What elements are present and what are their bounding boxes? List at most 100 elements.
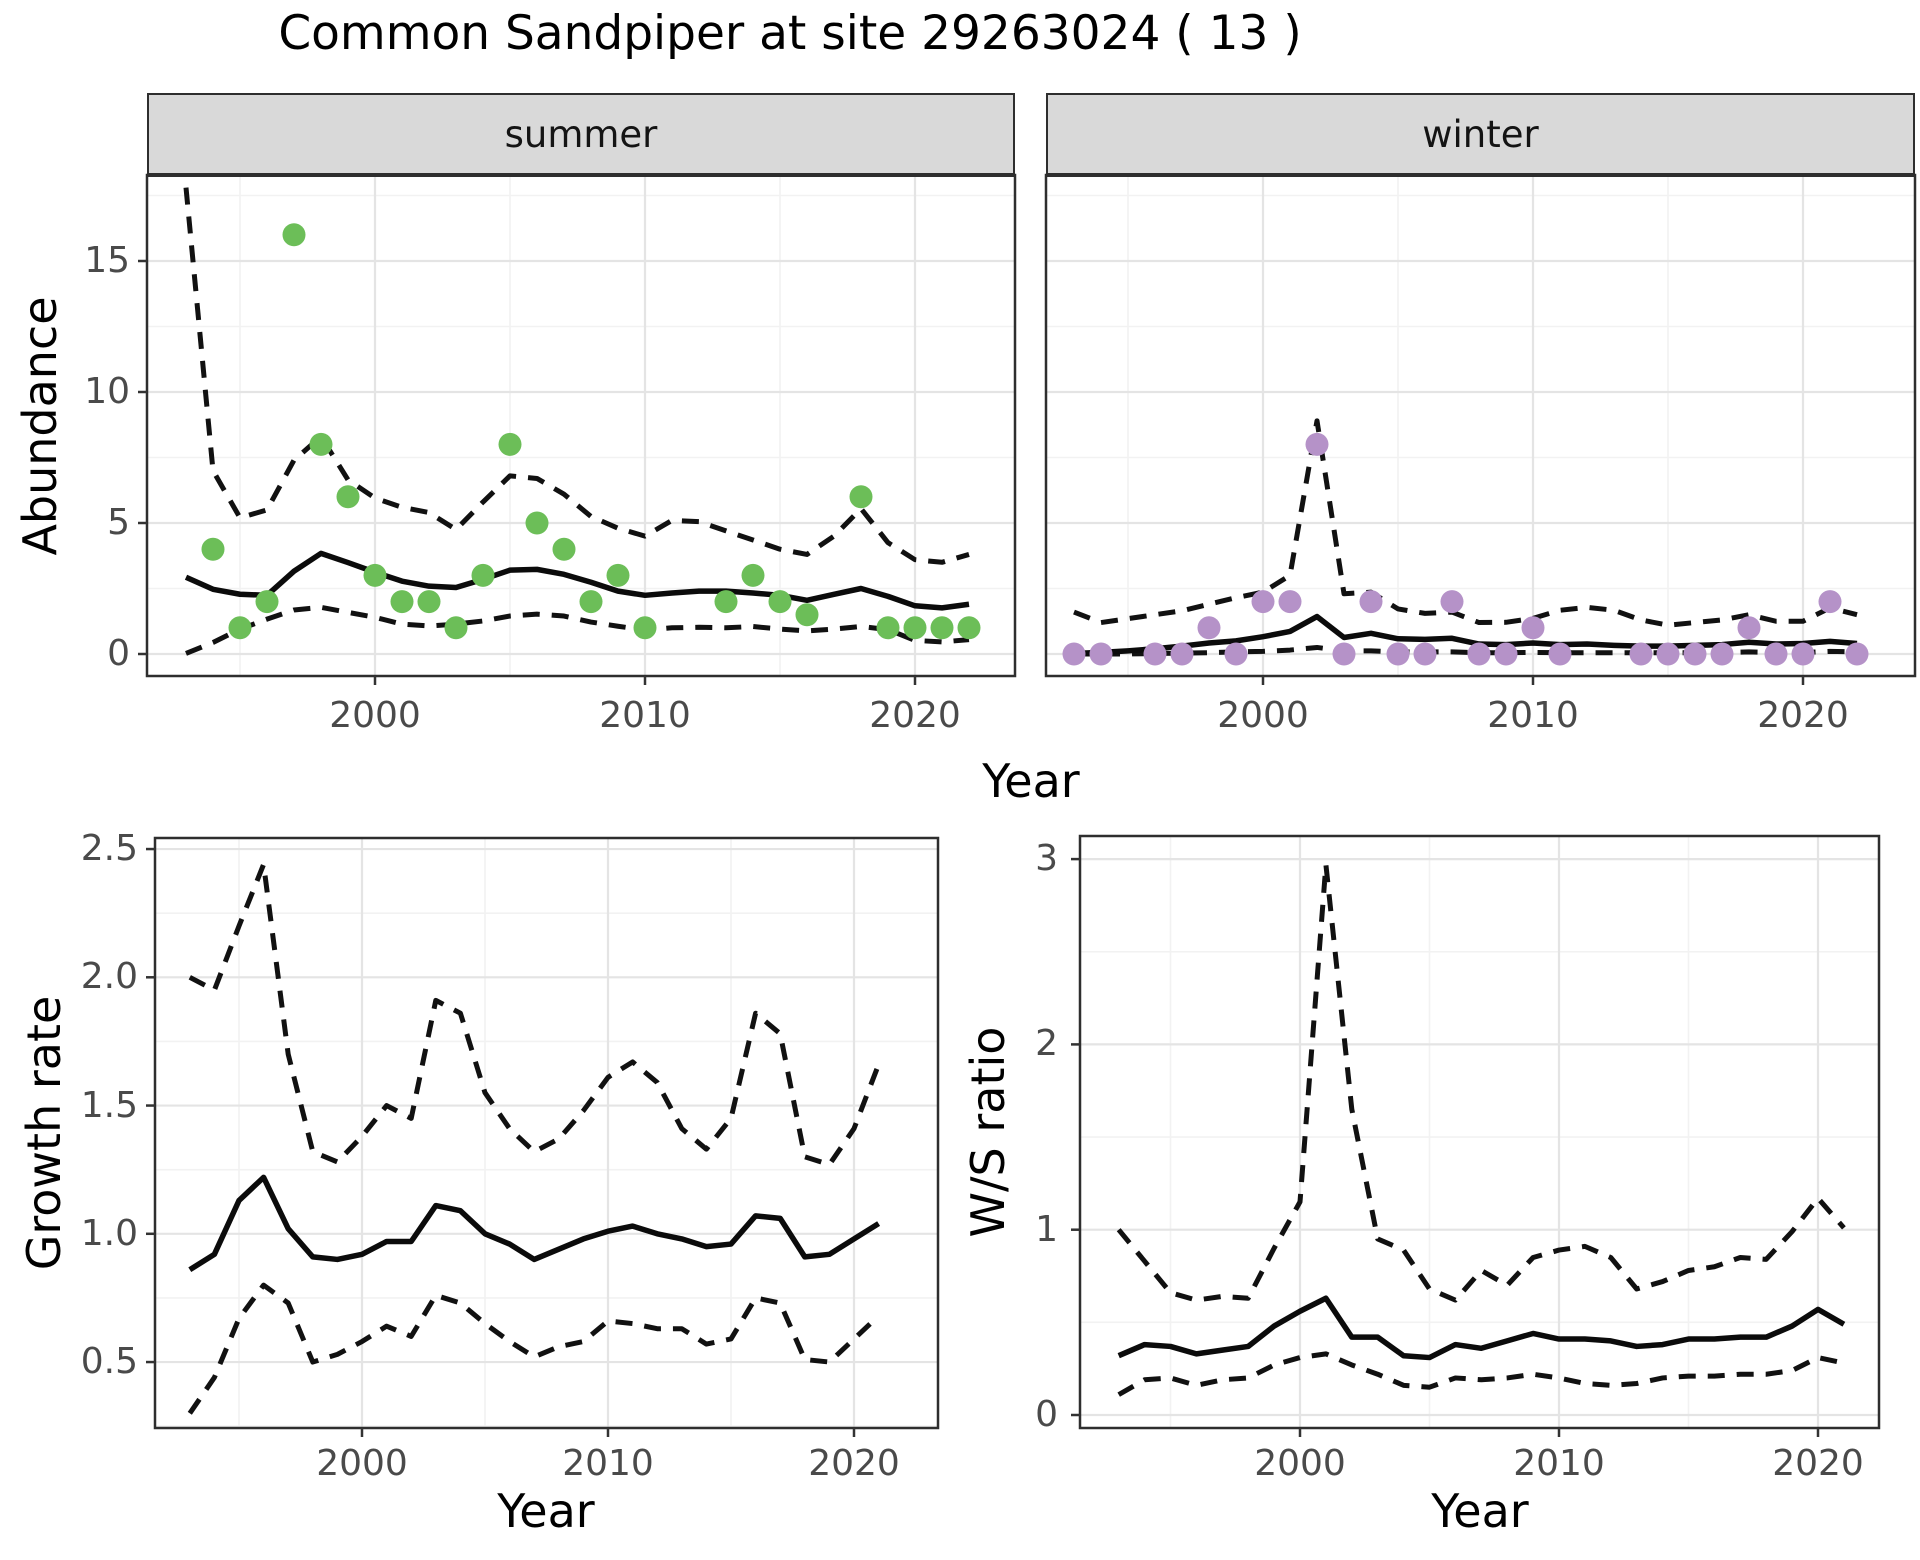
- growth-rate-border: [153, 836, 940, 1430]
- growth-rate-y-tick-label: 2.0: [80, 956, 138, 998]
- ws-ratio-fit-line: [1117, 1295, 1846, 1361]
- ws-ratio-border: [1078, 834, 1881, 1430]
- abundance-winter-point: [1629, 642, 1653, 666]
- x-axis-title-top-year: Year: [982, 754, 1080, 808]
- abundance-summer-y-tick-label: 15: [84, 240, 130, 281]
- abundance-summer-data-points: [201, 223, 981, 640]
- growth-rate-gridlines: [155, 838, 938, 1428]
- abundance-summer-point: [930, 616, 954, 640]
- abundance-winter-point: [1791, 642, 1815, 666]
- growth-rate-ci-upper-line: [188, 861, 881, 1168]
- abundance-winter-point: [1737, 616, 1761, 640]
- abundance-winter-point: [1656, 642, 1680, 666]
- abundance-winter-point: [1197, 616, 1221, 640]
- ws-ratio-gridlines: [1080, 836, 1879, 1428]
- ws-ratio-x-tick-label: 2020: [1772, 1443, 1864, 1484]
- ws-ratio-background: [1080, 836, 1879, 1428]
- facet-strip-summer: summer: [147, 93, 1015, 177]
- abundance-summer-point: [957, 616, 981, 640]
- facet-strip-summer-label: summer: [504, 112, 658, 156]
- chart-title: Common Sandpiper at site 29263024 ( 13 ): [278, 6, 1302, 61]
- growth-rate-y-tick-label: 1.5: [80, 1084, 138, 1126]
- ws-ratio-ci-upper-line: [1116, 862, 1846, 1303]
- growth-rate-ci-lower-line: [187, 1282, 881, 1415]
- abundance-winter-x-tick-label: 2000: [1217, 695, 1309, 736]
- growth-rate-x-tick-label: 2010: [562, 1443, 654, 1484]
- growth-rate-x-tick-label: 2000: [316, 1443, 408, 1484]
- abundance-summer-point: [201, 537, 225, 561]
- panel-ws-ratio: [1071, 834, 1881, 1437]
- growth-rate-x-tick-label: 2020: [808, 1443, 900, 1484]
- abundance-summer-x-tick-label: 2010: [599, 695, 691, 736]
- abundance-summer-point: [471, 563, 495, 587]
- abundance-summer-point: [498, 432, 522, 456]
- abundance-winter-point: [1764, 642, 1788, 666]
- abundance-summer-point: [768, 590, 792, 614]
- facet-strip-winter: winter: [1046, 93, 1915, 177]
- abundance-summer-point: [633, 616, 657, 640]
- growth-rate-fit-line: [188, 1174, 881, 1273]
- abundance-winter-point: [1494, 642, 1518, 666]
- abundance-winter-point: [1062, 642, 1086, 666]
- abundance-winter-point: [1683, 642, 1707, 666]
- abundance-winter-point: [1143, 642, 1167, 666]
- abundance-winter-point: [1359, 590, 1383, 614]
- abundance-summer-axis-ticks: [138, 259, 917, 685]
- abundance-summer-x-tick-label: 2000: [329, 695, 421, 736]
- growth-rate-axis-ticks: [146, 847, 856, 1437]
- abundance-winter-gridlines: [1046, 175, 1915, 676]
- ws-ratio-y-tick-label: 1: [1035, 1208, 1058, 1250]
- growth-rate-y-tick-label: 2.5: [80, 828, 138, 870]
- growth-rate-y-tick-label: 1.0: [80, 1212, 138, 1254]
- abundance-summer-point: [849, 485, 873, 509]
- abundance-winter-x-tick-label: 2020: [1757, 695, 1849, 736]
- abundance-winter-background: [1046, 175, 1915, 676]
- abundance-summer-fit-line: [184, 550, 970, 611]
- ws-ratio-x-tick-label: 2000: [1254, 1443, 1346, 1484]
- abundance-summer-point: [417, 590, 441, 614]
- abundance-summer-point: [795, 603, 819, 627]
- ws-ratio-y-tick-label: 2: [1035, 1023, 1058, 1065]
- abundance-winter-point: [1440, 590, 1464, 614]
- abundance-winter-point: [1467, 642, 1491, 666]
- ws-ratio-axis-ticks: [1071, 857, 1820, 1437]
- abundance-winter-point: [1278, 590, 1302, 614]
- abundance-summer-point: [579, 590, 603, 614]
- abundance-winter-point: [1521, 616, 1545, 640]
- abundance-winter-point: [1170, 642, 1194, 666]
- ws-ratio-y-tick-label: 0: [1035, 1394, 1058, 1435]
- abundance-winter-data-points: [1062, 432, 1869, 666]
- growth-rate-y-tick-label: 0.5: [80, 1341, 138, 1383]
- abundance-winter-point: [1548, 642, 1572, 666]
- abundance-winter-point: [1845, 642, 1869, 666]
- facet-strip-winter-label: winter: [1422, 112, 1539, 156]
- abundance-winter-point: [1224, 642, 1248, 666]
- panel-abundance-summer: [138, 173, 1017, 685]
- x-axis-title-ws-year: Year: [1431, 1484, 1529, 1538]
- panel-growth-rate: [146, 836, 940, 1437]
- ws-ratio-x-tick-label: 2010: [1513, 1443, 1605, 1484]
- abundance-winter-x-tick-label: 2010: [1487, 695, 1579, 736]
- ws-ratio-y-tick-label: 3: [1035, 838, 1058, 880]
- abundance-summer-point: [255, 590, 279, 614]
- abundance-summer-point: [228, 616, 252, 640]
- abundance-summer-gridlines: [147, 175, 1015, 676]
- x-axis-title-growth-year: Year: [497, 1484, 595, 1538]
- abundance-summer-y-tick-label: 10: [84, 371, 130, 412]
- abundance-winter-axis-ticks: [1261, 676, 1805, 685]
- abundance-summer-point: [363, 563, 387, 587]
- abundance-summer-y-tick-label: 0: [107, 633, 130, 674]
- abundance-summer-point: [876, 616, 900, 640]
- ws-ratio-ci-lower-line: [1117, 1351, 1845, 1397]
- abundance-winter-point: [1386, 642, 1410, 666]
- abundance-summer-point: [741, 563, 765, 587]
- abundance-summer-x-tick-label: 2020: [869, 695, 961, 736]
- abundance-summer-point: [309, 432, 333, 456]
- abundance-summer-point: [714, 590, 738, 614]
- abundance-winter-point: [1710, 642, 1734, 666]
- abundance-winter-point: [1305, 432, 1329, 456]
- abundance-winter-point: [1251, 590, 1275, 614]
- abundance-summer-point: [903, 616, 927, 640]
